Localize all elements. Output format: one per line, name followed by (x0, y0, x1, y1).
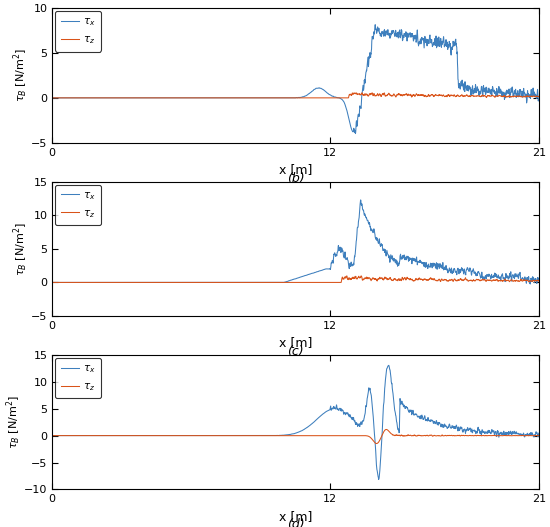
$\tau_x$ (285, 95, 292, 101)
$\tau_z$ (285, 95, 292, 101)
$\tau_x$ (522, 93, 529, 99)
$\tau_z$ (358, 273, 365, 279)
Line: $\tau_x$: $\tau_x$ (52, 25, 539, 133)
$\tau_x$ (432, 35, 439, 42)
$\tau_x$ (375, 476, 382, 483)
$\tau_z$ (373, 441, 380, 447)
$\tau_x$ (49, 95, 56, 101)
Line: $\tau_z$: $\tau_z$ (52, 430, 539, 444)
$\tau_z$ (285, 279, 292, 286)
$\tau_z$ (273, 433, 279, 439)
$\tau_x$ (372, 22, 378, 28)
X-axis label: x [m]: x [m] (279, 510, 312, 523)
$\tau_z$ (273, 95, 279, 101)
$\tau_x$ (527, 281, 534, 287)
$\tau_x$ (285, 432, 292, 438)
$\tau_x$ (522, 432, 529, 438)
Text: (c): (c) (287, 345, 304, 358)
$\tau_x$ (432, 419, 439, 425)
Text: (b): (b) (287, 172, 304, 184)
Legend: $\tau_x$, $\tau_z$: $\tau_x$, $\tau_z$ (56, 184, 101, 225)
$\tau_z$ (74, 433, 80, 439)
Line: $\tau_x$: $\tau_x$ (52, 365, 539, 480)
$\tau_x$ (74, 95, 80, 101)
$\tau_x$ (273, 432, 279, 438)
$\tau_x$ (536, 277, 542, 284)
Line: $\tau_x$: $\tau_x$ (52, 200, 539, 284)
$\tau_z$ (49, 95, 56, 101)
$\tau_x$ (273, 95, 279, 101)
$\tau_x$ (536, 96, 542, 102)
$\tau_x$ (521, 91, 528, 97)
$\tau_z$ (521, 94, 528, 100)
$\tau_z$ (432, 91, 439, 97)
$\tau_z$ (49, 433, 56, 439)
$\tau_x$ (74, 433, 80, 439)
$\tau_z$ (359, 90, 365, 96)
$\tau_x$ (521, 432, 528, 438)
$\tau_x$ (352, 130, 359, 136)
$\tau_z$ (49, 279, 56, 286)
$\tau_x$ (536, 430, 542, 436)
$\tau_z$ (285, 433, 292, 439)
Y-axis label: $\tau_B\ \left[\mathsf{N/m}^2\right]$: $\tau_B\ \left[\mathsf{N/m}^2\right]$ (11, 222, 30, 276)
$\tau_z$ (432, 433, 439, 439)
$\tau_z$ (74, 95, 80, 101)
Line: $\tau_z$: $\tau_z$ (52, 93, 539, 98)
$\tau_x$ (49, 279, 56, 286)
$\tau_x$ (432, 264, 439, 270)
$\tau_z$ (521, 433, 528, 439)
$\tau_x$ (285, 278, 292, 284)
$\tau_z$ (536, 94, 542, 100)
$\tau_z$ (273, 279, 279, 286)
$\tau_x$ (521, 274, 528, 280)
$\tau_z$ (522, 433, 529, 439)
Y-axis label: $\tau_B\ \left[\mathsf{N/m}^2\right]$: $\tau_B\ \left[\mathsf{N/m}^2\right]$ (11, 48, 30, 102)
$\tau_z$ (521, 94, 528, 100)
$\tau_z$ (432, 277, 439, 284)
Y-axis label: $\tau_B\ \left[\mathsf{N/m}^2\right]$: $\tau_B\ \left[\mathsf{N/m}^2\right]$ (4, 395, 23, 449)
$\tau_z$ (74, 279, 80, 286)
$\tau_x$ (49, 433, 56, 439)
$\tau_z$ (536, 432, 542, 438)
$\tau_z$ (521, 277, 528, 284)
$\tau_x$ (358, 197, 364, 203)
$\tau_z$ (536, 278, 542, 285)
Line: $\tau_z$: $\tau_z$ (52, 276, 539, 282)
Legend: $\tau_x$, $\tau_z$: $\tau_x$, $\tau_z$ (56, 11, 101, 52)
Legend: $\tau_x$, $\tau_z$: $\tau_x$, $\tau_z$ (56, 358, 101, 398)
X-axis label: x [m]: x [m] (279, 336, 312, 349)
$\tau_x$ (74, 279, 80, 286)
$\tau_z$ (521, 277, 528, 284)
$\tau_x$ (386, 362, 392, 368)
Text: (d): (d) (287, 519, 304, 527)
$\tau_z$ (383, 426, 390, 433)
X-axis label: x [m]: x [m] (279, 163, 312, 176)
$\tau_x$ (521, 275, 528, 281)
$\tau_x$ (273, 279, 279, 286)
